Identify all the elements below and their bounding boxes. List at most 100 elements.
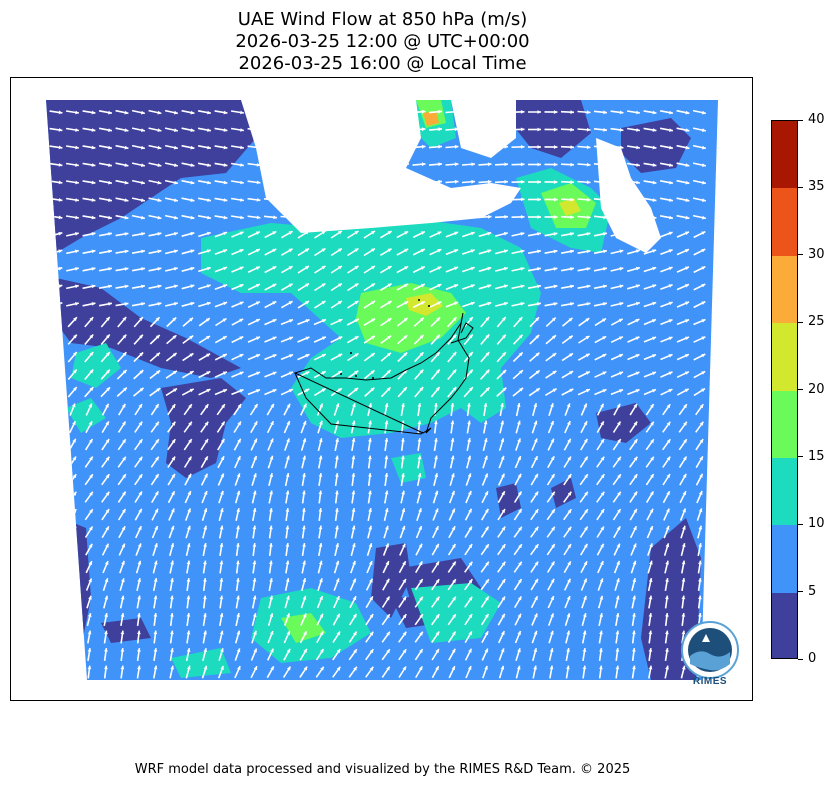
wind-arrow-head	[153, 648, 158, 652]
wind-arrow-head	[372, 214, 376, 219]
wind-arrow-head	[221, 421, 225, 426]
wind-arrow-head	[323, 215, 327, 219]
wind-arrow-head	[368, 473, 372, 477]
wind-arrow-head	[55, 613, 59, 618]
wind-arrow-head	[223, 301, 228, 306]
wind-arrow-head	[669, 128, 673, 132]
wind-arrow-head	[75, 198, 79, 202]
uae-islands	[340, 299, 430, 379]
wind-arrow-head	[203, 595, 207, 600]
wind-arrow-head	[137, 543, 142, 548]
wind-arrow-head	[503, 231, 508, 236]
wind-arrow-shaft	[51, 368, 61, 381]
wind-arrow-head	[454, 109, 459, 114]
wind-arrow-head	[108, 249, 112, 254]
wind-arrow-head	[586, 110, 591, 115]
wind-arrow-head	[239, 301, 244, 306]
wind-arrow-head	[338, 301, 342, 305]
wind-arrow-head	[404, 231, 409, 235]
wind-arrow-shaft	[50, 316, 62, 328]
wind-arrow-head	[384, 490, 389, 495]
wind-arrow-head	[401, 508, 406, 513]
wind-arrow-head	[452, 317, 457, 322]
wind-arrow-head	[582, 665, 587, 670]
wind-arrow-head	[553, 162, 558, 167]
wind-arrow-head	[156, 352, 160, 357]
wind-arrow-head	[386, 649, 390, 654]
wind-arrow-head	[633, 526, 637, 531]
wind-arrow-shaft	[53, 403, 59, 416]
wind-arrow-head	[120, 630, 125, 635]
wind-arrow-head	[471, 179, 475, 184]
wind-arrow-head	[318, 525, 323, 530]
wind-arrow-head	[55, 456, 60, 461]
wind-arrow-head	[104, 595, 109, 600]
wind-arrow-head	[91, 249, 96, 254]
wind-arrow-head	[75, 110, 79, 115]
wind-arrow-head	[190, 145, 195, 150]
wind-arrow-head	[452, 631, 456, 636]
wind-arrow-head	[685, 354, 689, 358]
wind-arrow-head	[434, 455, 438, 460]
wind-arrow-head	[483, 403, 488, 407]
wind-arrow-head	[55, 403, 59, 408]
wind-arrow-head	[550, 421, 554, 425]
wind-arrow-head	[72, 474, 77, 479]
wind-arrow-head	[141, 215, 145, 220]
wind-arrow-head	[302, 560, 306, 565]
wind-arrow-head	[222, 336, 227, 340]
wind-arrow-head	[517, 438, 521, 443]
wind-arrow-head	[354, 370, 359, 375]
wind-arrow-head	[75, 249, 79, 254]
wind-arrow-head	[584, 526, 588, 531]
wind-arrow-head	[187, 525, 191, 530]
wind-arrow-head	[681, 613, 686, 617]
wind-arrow-head	[137, 578, 142, 582]
wind-arrow-head	[567, 509, 572, 514]
wind-arrow-head	[190, 301, 195, 306]
wind-arrow-head	[239, 336, 244, 340]
wind-arrow-head	[91, 198, 96, 202]
wind-arrow-head	[437, 231, 442, 235]
wind-arrow-head	[75, 232, 79, 236]
wind-arrow-head	[668, 371, 673, 376]
wind-arrow-head	[404, 301, 409, 305]
wind-arrow-head	[685, 301, 689, 306]
wind-arrow-head	[186, 578, 191, 582]
wind-arrow-head	[323, 110, 327, 114]
wind-arrow-head	[501, 613, 505, 618]
wind-arrow-head	[434, 438, 438, 442]
wind-arrow-head	[553, 110, 558, 114]
wind-arrow-head	[204, 421, 209, 426]
wind-arrow-head	[186, 595, 191, 600]
wind-arrow-head	[401, 525, 406, 530]
wind-arrow-head	[255, 266, 260, 270]
wind-arrow-head	[468, 334, 473, 339]
wind-arrow-head	[318, 438, 323, 443]
wind-arrow-head	[617, 439, 621, 444]
wind-arrow-head	[454, 127, 459, 132]
wind-arrow-head	[106, 369, 110, 374]
wind-arrow-head	[551, 526, 555, 531]
wind-arrow-head	[58, 145, 63, 150]
wind-arrow-head	[603, 180, 607, 185]
wind-arrow-head	[106, 352, 110, 356]
wind-arrow-head	[636, 180, 640, 185]
wind-arrow-head	[272, 354, 277, 358]
wind-arrow-head	[519, 370, 523, 374]
rimes-logo: RIMES	[680, 620, 740, 690]
colorbar-segment	[772, 323, 797, 391]
wind-arrow-head	[190, 128, 195, 132]
wind-arrow-head	[650, 404, 654, 408]
wind-arrow-head	[108, 267, 112, 271]
wind-arrow-head	[452, 614, 456, 619]
wind-arrow-head	[685, 231, 689, 236]
wind-arrow-head	[323, 162, 327, 167]
wind-arrow-head	[55, 561, 60, 566]
wind-arrow-head	[467, 403, 471, 407]
wind-arrow-head	[120, 665, 125, 670]
wind-arrow-head	[171, 473, 175, 478]
wind-arrow-head	[157, 180, 162, 185]
wind-arrow-head	[386, 370, 391, 374]
wind-arrow-head	[469, 369, 473, 374]
